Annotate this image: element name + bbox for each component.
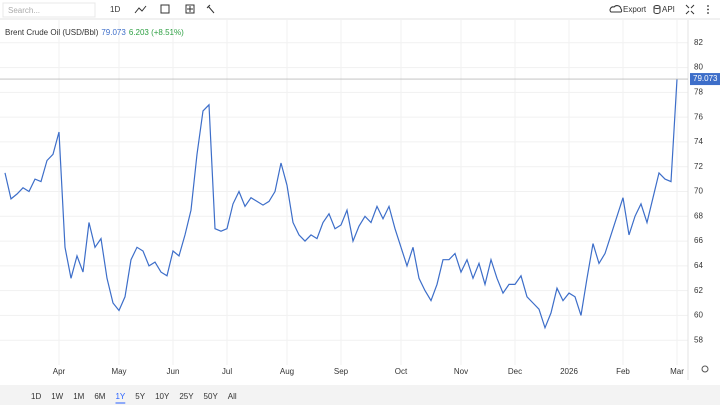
export-icon[interactable] xyxy=(609,5,623,13)
price-line xyxy=(4,79,678,330)
settings-icon[interactable] xyxy=(701,365,709,373)
interval-button[interactable]: 1D xyxy=(110,5,120,14)
range-button[interactable]: 1M xyxy=(73,392,84,401)
range-button[interactable]: 1W xyxy=(51,392,63,401)
search-box[interactable] xyxy=(2,2,96,18)
menu-dot xyxy=(707,8,709,11)
x-tick-label: Nov xyxy=(454,367,468,376)
x-tick-label: Mar xyxy=(670,367,684,376)
fullscreen-icon[interactable] xyxy=(685,4,695,15)
tools-icon[interactable] xyxy=(206,4,215,14)
legend: Brent Crude Oil (USD/Bbl) 79.073 6.203 (+8… xyxy=(5,28,184,37)
y-tick-label: 58 xyxy=(694,335,703,344)
menu-dot xyxy=(707,12,709,14)
add-plus xyxy=(187,6,193,12)
x-tick-label: May xyxy=(111,367,126,376)
y-tick-label: 72 xyxy=(694,162,703,171)
range-button[interactable]: 1Y xyxy=(115,392,125,401)
y-tick-label: 60 xyxy=(694,311,703,320)
x-tick-label: 2026 xyxy=(560,367,578,376)
range-button[interactable]: 1D xyxy=(31,392,41,401)
chart-type-icon[interactable] xyxy=(134,5,147,14)
export-button[interactable]: Export xyxy=(623,5,647,14)
search-placeholder: Search... xyxy=(8,6,40,15)
last-price-tag xyxy=(690,73,720,86)
legend-price: 79.073 xyxy=(101,28,126,37)
y-tick-label: 80 xyxy=(694,63,703,72)
y-tick-label: 68 xyxy=(694,211,703,220)
y-tick-label: 64 xyxy=(694,261,703,270)
x-tick-label: Jun xyxy=(167,367,180,376)
range-button[interactable]: 25Y xyxy=(179,392,194,401)
range-bar xyxy=(0,385,720,405)
range-button[interactable]: 5Y xyxy=(135,392,145,401)
api-icon-body xyxy=(653,7,661,14)
legend-name: Brent Crude Oil (USD/Bbl) xyxy=(5,28,99,37)
x-tick-label: Apr xyxy=(53,367,66,376)
menu-dot[interactable] xyxy=(707,5,709,7)
range-button[interactable]: 50Y xyxy=(204,392,219,401)
api-button[interactable]: API xyxy=(662,5,675,14)
add-icon[interactable] xyxy=(185,4,195,14)
y-tick-label: 70 xyxy=(694,187,703,196)
range-button[interactable]: 6M xyxy=(94,392,105,401)
calendar-icon[interactable] xyxy=(160,4,170,14)
y-tick-label: 66 xyxy=(694,236,703,245)
x-tick-label: Aug xyxy=(280,367,294,376)
y-tick-label: 78 xyxy=(694,87,703,96)
last-price-label: 79.073 xyxy=(693,74,718,83)
y-tick-label: 82 xyxy=(694,38,703,47)
x-tick-label: Jul xyxy=(222,367,232,376)
range-button[interactable]: 10Y xyxy=(155,392,170,401)
x-tick-label: Sep xyxy=(334,367,349,376)
y-tick-label: 74 xyxy=(694,137,703,146)
x-tick-label: Feb xyxy=(616,367,630,376)
legend-change: 6.203 (+8.51%) xyxy=(129,28,184,37)
y-tick-label: 62 xyxy=(694,286,703,295)
x-tick-label: Oct xyxy=(395,367,408,376)
y-tick-label: 76 xyxy=(694,112,703,121)
range-button[interactable]: All xyxy=(228,392,237,401)
x-tick-label: Dec xyxy=(508,367,522,376)
